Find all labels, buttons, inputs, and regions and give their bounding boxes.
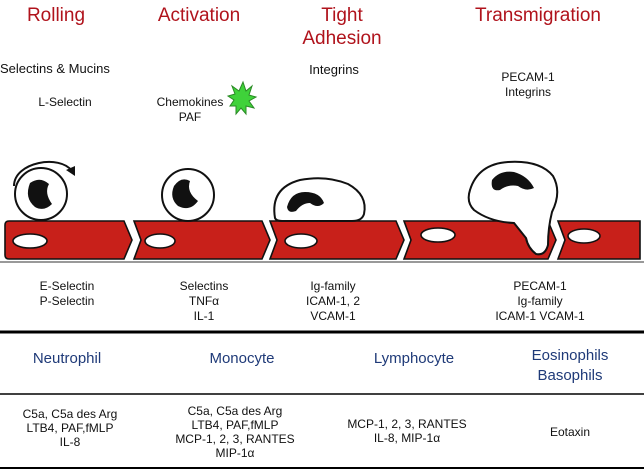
endo-transmigration-list: PECAM-1 Ig-family ICAM-1 VCAM-1 [480, 279, 600, 324]
endothelium [4, 220, 641, 260]
leukocyte-rolling [13, 161, 75, 221]
mol-rolling-selectins-mucins: Selectins & Mucins [0, 61, 110, 76]
nucleus-activation [172, 179, 198, 209]
stage-title-tight-line-1: Tight [321, 5, 363, 26]
nucleus-rolling [27, 179, 52, 209]
endo-p-selectin: P-Selectin [39, 294, 95, 308]
chemo-lymphocyte-list: MCP-1, 2, 3, RANTES IL-8, MIP-1α [338, 417, 476, 445]
endothelial-cell-3 [268, 220, 405, 260]
endo-il-1: IL-1 [193, 309, 215, 323]
chemo-eosinophil-eotaxin: Eotaxin [549, 425, 591, 439]
nucleus-2 [144, 233, 176, 249]
chemo-monocyte-mcp: MCP-1, 2, 3, RANTES [175, 432, 295, 446]
nucleus-transmigrating [491, 171, 534, 191]
endo-ig-family: Ig-family [310, 279, 356, 293]
stage-title-rolling: Rolling [26, 5, 86, 26]
endo-e-selectin: E-Selectin [39, 279, 95, 293]
mol-tight-integrins: Integrins [309, 62, 359, 77]
nucleus-1 [12, 233, 48, 249]
endothelial-cell-1 [4, 220, 133, 260]
stage-title-tight-adhesion: Tight Adhesion [292, 4, 392, 50]
leukocyte-activation [161, 168, 215, 222]
endo-pecam-1: PECAM-1 [513, 279, 567, 293]
endo-vcam-1: VCAM-1 [310, 309, 356, 323]
nucleus-3 [284, 233, 318, 249]
endothelial-cell-2 [132, 220, 271, 260]
endo-icam-vcam: ICAM-1 VCAM-1 [495, 309, 585, 323]
leukocyte-tight-adhesion [273, 177, 366, 222]
chemo-neutrophil-c5a: C5a, C5a des Arg [22, 407, 118, 421]
cell-type-lymphocyte: Lymphocyte [373, 350, 455, 367]
cell-type-monocyte: Monocyte [209, 350, 275, 367]
endo-rolling-list: E-Selectin P-Selectin [20, 279, 114, 309]
endo-tight-list: Ig-family ICAM-1, 2 VCAM-1 [286, 279, 380, 324]
mol-rolling-l-selectin: L-Selectin [38, 95, 92, 109]
mol-activation-list: Chemokines PAF [146, 95, 234, 125]
nucleus-4 [420, 227, 456, 243]
endo-activation-list: Selectins TNFα IL-1 [164, 279, 244, 324]
chemo-monocyte-list: C5a, C5a des Arg LTB4, PAF,fMLP MCP-1, 2… [166, 404, 304, 460]
chemo-monocyte-c5a: C5a, C5a des Arg [187, 404, 283, 418]
cell-type-eosinophils: Eosinophils [531, 347, 609, 364]
nucleus-tight [287, 192, 324, 212]
cell-type-neutrophil: Neutrophil [32, 350, 102, 367]
chemo-monocyte-ltb4: LTB4, PAF,fMLP [191, 418, 279, 432]
chemokine-burst-icon [226, 80, 258, 116]
rolling-arrow-icon [13, 161, 73, 187]
mol-transmigration-pecam: PECAM-1 [501, 70, 555, 84]
mol-transmigration-list: PECAM-1 Integrins [488, 70, 568, 100]
stage-title-tight-line-2: Adhesion [302, 28, 382, 49]
endo-icam-1-2: ICAM-1, 2 [305, 294, 360, 308]
chemo-neutrophil-list: C5a, C5a des Arg LTB4, PAF,fMLP IL-8 [14, 407, 126, 449]
stage-title-activation: Activation [157, 5, 241, 26]
endo-ig-family-2: Ig-family [517, 294, 563, 308]
cell-type-eosinophils-basophils: Eosinophils Basophils [518, 346, 622, 386]
mol-transmigration-integrins: Integrins [504, 85, 552, 99]
chemo-monocyte-mip: MIP-1α [215, 446, 255, 460]
chemo-lymphocyte-mcp: MCP-1, 2, 3, RANTES [347, 417, 467, 431]
mol-activation-chemokines: Chemokines [156, 95, 224, 109]
chemo-neutrophil-ltb4: LTB4, PAF,fMLP [26, 421, 114, 435]
endo-tnf-alpha: TNFα [188, 294, 220, 308]
nucleus-5 [567, 228, 601, 244]
stage-title-transmigration: Transmigration [474, 5, 601, 26]
leukocyte-transmigrating [467, 160, 559, 256]
mol-activation-paf: PAF [178, 110, 202, 124]
chemo-neutrophil-il8: IL-8 [59, 435, 81, 449]
cell-type-basophils: Basophils [537, 367, 603, 384]
endo-selectins: Selectins [179, 279, 229, 293]
chemo-lymphocyte-il8: IL-8, MIP-1α [373, 431, 441, 445]
